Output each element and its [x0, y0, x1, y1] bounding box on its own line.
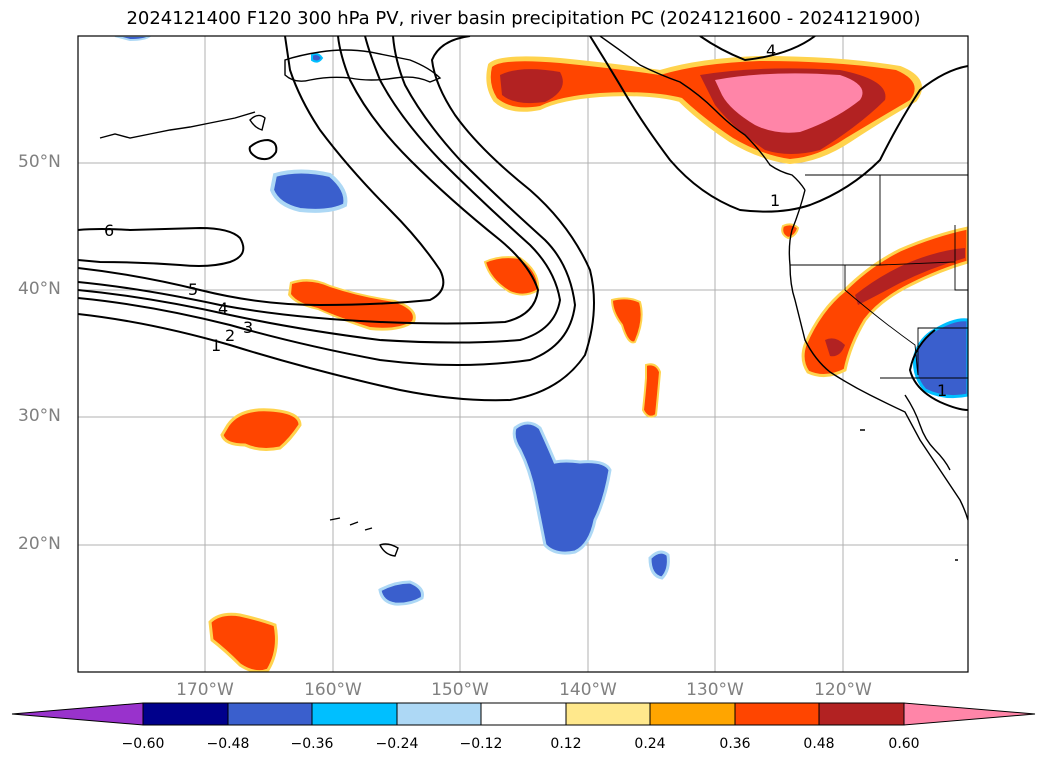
pv-contour-1-se	[908, 329, 968, 411]
precip-blob-167w-30n	[220, 408, 302, 451]
state-boundaries	[790, 174, 968, 379]
lat-label: 40°N	[18, 279, 61, 299]
colorbar-segment	[11, 702, 144, 726]
contour-label: 4	[766, 41, 776, 60]
colorbar-tick-label: −0.48	[206, 736, 250, 752]
contour-label: 5	[188, 280, 198, 299]
map-frame	[77, 35, 969, 673]
colorbar-tick-label: 0.36	[719, 736, 751, 752]
precip-blob-163w-48n	[269, 169, 348, 213]
coastlines	[99, 36, 968, 561]
colorbar	[11, 702, 1036, 726]
precip-negative	[114, 36, 968, 606]
pv-contour-2	[78, 36, 577, 366]
lon-label: 140°W	[559, 680, 617, 700]
lat-label: 50°N	[18, 152, 61, 172]
pv-contour-5	[78, 36, 445, 307]
colorbar-tick-label: 0.60	[888, 736, 920, 752]
map-title: 2024121400 F120 300 hPa PV, river basin …	[126, 8, 921, 29]
contour-label: 4	[218, 299, 228, 318]
pv-contours	[78, 36, 968, 411]
colorbar-segment	[734, 702, 820, 726]
colorbar-tick-label: −0.12	[459, 736, 503, 752]
contour-label: 6	[104, 221, 114, 240]
contour-label: 1	[937, 381, 947, 400]
colorbar-tick-label: 0.24	[634, 736, 666, 752]
lon-label: 130°W	[686, 680, 744, 700]
lat-label: 20°N	[18, 534, 61, 554]
precip-blob-147w-41n	[483, 256, 540, 296]
contour-label: 2	[225, 326, 235, 345]
pv-contour-1	[78, 36, 595, 402]
pv-contour-4-north	[699, 36, 816, 62]
colorbar-segment	[142, 702, 229, 726]
precip-blob-134w-33n	[641, 363, 662, 418]
map-plot-area: 6 5 4 3 2 1 1 1 4	[78, 36, 968, 672]
contour-label: 3	[243, 318, 253, 337]
colorbar-tick-label: −0.60	[121, 736, 165, 752]
precip-blob-124w-43n	[781, 223, 800, 240]
lon-label: 150°W	[431, 680, 489, 700]
colorbar-tick-label: 0.12	[550, 736, 582, 752]
precip-blob-155w-16n	[378, 580, 424, 606]
lon-label: 160°W	[304, 680, 362, 700]
colorbar-tick-label: 0.48	[803, 736, 835, 752]
contour-labels: 6 5 4 3 2 1 1 1 4	[104, 41, 947, 400]
colorbar-tick-label: −0.36	[290, 736, 334, 752]
colorbar-segment	[565, 702, 651, 726]
colorbar-segment	[649, 702, 736, 726]
contour-label: 1	[770, 191, 780, 210]
lon-label: 120°W	[814, 680, 872, 700]
colorbar-segment	[311, 702, 398, 726]
colorbar-segment	[480, 702, 567, 726]
precip-blob-135w-38n	[610, 297, 643, 344]
lat-label: 30°N	[18, 406, 61, 426]
colorbar-segment	[227, 702, 313, 726]
pv-contour-6	[78, 226, 245, 267]
precip-positive	[208, 55, 968, 672]
lon-label: 170°W	[176, 680, 234, 700]
gridlines	[78, 36, 968, 672]
pv-contour-1-east	[589, 36, 968, 213]
colorbar-tick-label: −0.24	[375, 736, 419, 752]
colorbar-segment	[818, 702, 905, 726]
colorbar-segment	[903, 702, 1036, 726]
pv-contour-4	[78, 36, 540, 325]
precip-blob-134w-19n	[648, 550, 670, 580]
pv-contour-3	[78, 36, 562, 344]
colorbar-segment	[396, 702, 482, 726]
precip-blob-165w-14n	[208, 612, 278, 672]
precip-blob-142w-24n	[512, 421, 612, 555]
contour-label: 1	[211, 336, 221, 355]
